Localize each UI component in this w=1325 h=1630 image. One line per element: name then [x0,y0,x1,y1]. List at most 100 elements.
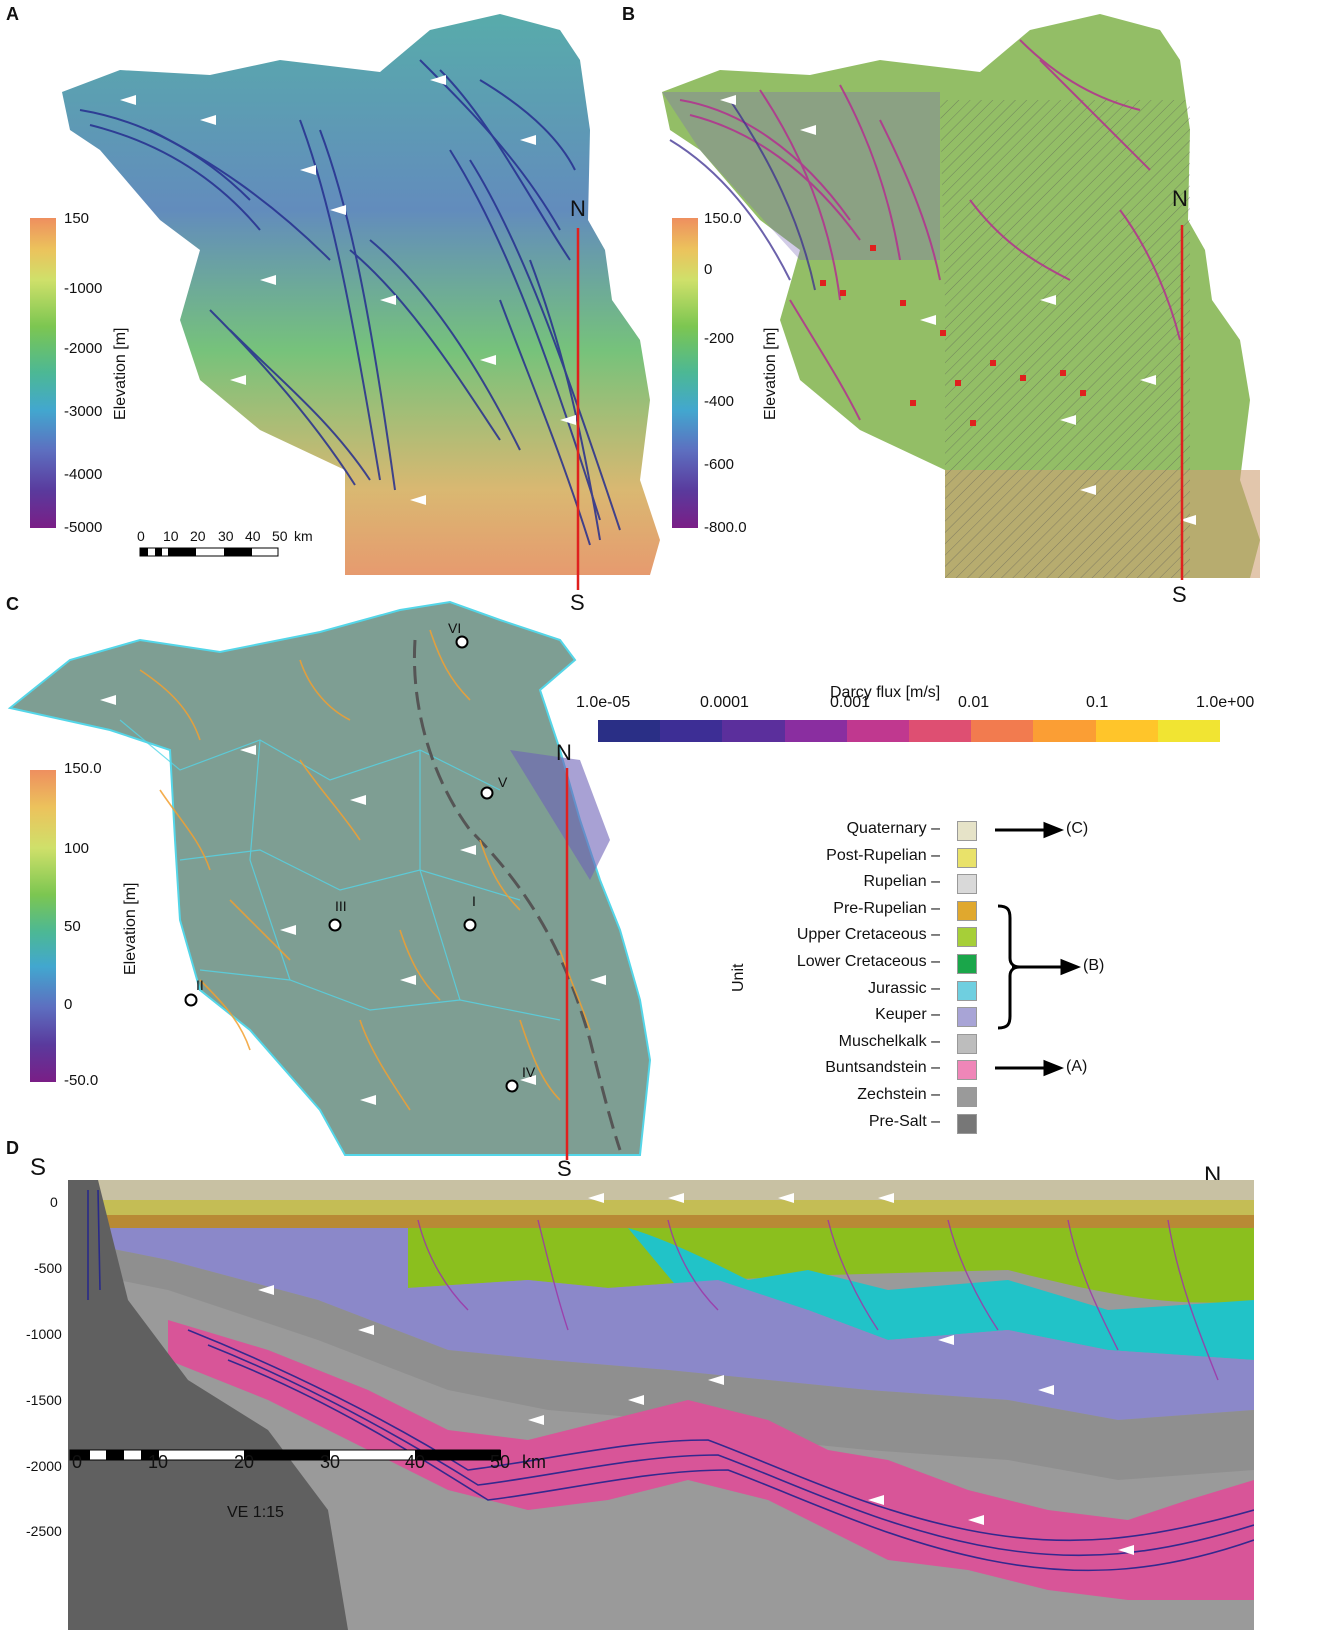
depth-tick: -500 [34,1260,63,1276]
darcy-colorbar-segment [1095,720,1158,742]
streamlines-deep [87,1189,1254,1572]
scale-d-tick: 20 [234,1452,255,1472]
layer-post-rupelian [68,1200,1254,1215]
site-label: IV [522,1064,536,1080]
scale-d-tick: 0 [72,1452,83,1472]
layer-upper-cretaceous [408,1228,1254,1303]
legend-arrows [995,821,1082,1077]
north-c: N [556,740,572,765]
cb-c-tick: 0 [64,996,73,1013]
darcy-title: Darcy flux [m/s] [830,684,941,701]
catchment-borders [119,719,561,1021]
cb-a-tick: -2000 [64,340,103,357]
layer-buntsandstein [168,1320,1254,1600]
layer-pre-rupelian [68,1215,1254,1228]
scale-a-tick: 50 [272,528,288,544]
streamlines-mid [417,1219,1219,1381]
layer-quaternary [68,1180,1254,1200]
colorbar-c-title: Elevation [m] [122,882,139,975]
legend-arrow-label: (A) [1066,1058,1088,1075]
scale-d-tick: 50 [490,1452,511,1472]
panel-d-label: D [6,1138,19,1158]
unit-legend-swatch [957,1113,977,1134]
layer-jurassic [628,1228,1254,1360]
site-label: I [472,893,476,909]
north-b: N [1172,186,1188,211]
cb-c-tick: 150.0 [64,760,102,777]
colorbar-a [30,218,56,528]
unit-legend-swatch [957,980,977,1001]
darcy-colorbar-segment [1033,720,1096,742]
region-shape [7,600,652,1156]
flow-arrows [120,75,576,505]
scale-a-tick: 10 [163,528,179,544]
legend-arrow-label: (B) [1083,957,1105,974]
scale-a-tick: 0 [137,528,145,544]
depth-tick: -2000 [26,1458,62,1474]
darcy-colorbar-segment [909,720,972,742]
scale-a-tick: 40 [245,528,261,544]
darcy-tick: 0.01 [958,694,990,711]
panel-c-map [7,600,652,1160]
cb-a-tick: -1000 [64,280,103,297]
darcy-tick: 0.1 [1086,694,1109,711]
scale-d-tick: 40 [405,1452,426,1472]
cb-a-tick: 150 [64,210,90,227]
cb-a-tick: -3000 [64,403,103,420]
streamlines [139,629,591,1111]
site-markers [184,635,519,1093]
region-shape [62,14,660,575]
cb-c-tick: 100 [64,840,90,857]
north-a: N [570,196,586,221]
scalebar-d [69,1449,501,1461]
unit-legend-swatch [957,954,977,974]
unit-legend-label: Pre-Salt – [868,1112,940,1130]
scale-d-unit: km [522,1452,546,1472]
depth-tick: -1500 [26,1392,62,1408]
panel-a-map [30,14,660,590]
darcy-colorbar-segment [1157,720,1221,742]
site-label: V [498,774,508,790]
unit-legend-label: Pre-Rupelian – [833,899,940,917]
depth-tick: -1000 [26,1326,62,1342]
layer-pre-salt [68,1180,348,1630]
cross-section [68,1180,1254,1630]
unit-legend-swatch [957,900,977,921]
colorbar-c [30,770,56,1082]
darcy-colorbar-segment [598,720,661,742]
flow-arrows [720,95,1196,525]
depth-tick: 0 [50,1194,58,1210]
streamlines [679,39,1181,421]
panel-c-label: C [6,594,19,614]
darcy-tick: 0.001 [830,694,871,711]
panel-a-label: A [6,4,19,24]
unit-legend-label: Jurassic – [867,979,940,997]
south-d: S [30,1154,47,1181]
unit-legend-label: Upper Cretaceous – [796,926,940,944]
scalebar-a [139,547,279,557]
scale-a-unit: km [294,528,313,544]
cb-b-tick: -800.0 [704,519,747,536]
site-label: III [335,898,347,914]
darcy-colorbar-segment [722,720,785,742]
cb-c-tick: 50 [64,918,81,935]
unit-legend-label: Rupelian – [863,873,941,891]
darcy-tick: 1.0e-05 [576,694,631,711]
cb-b-tick: -400 [704,393,735,410]
darcy-colorbar [598,720,1221,742]
unit-legend-swatch [957,927,977,948]
colorbar-b-title: Elevation [m] [762,327,779,420]
panel-b-label: B [622,4,635,24]
unit-legend-label: Keuper – [875,1006,940,1024]
south-c: S [557,1156,572,1181]
vertical-exaggeration: VE 1:15 [227,1504,284,1521]
layer-keuper [68,1228,1254,1420]
unit-legend-swatch [957,1060,977,1081]
darcy-colorbar-segment [784,720,847,742]
unit-legend-swatch [957,847,977,868]
cb-b-tick: 0 [704,261,713,278]
unit-legend-label: Post-Rupelian – [826,846,940,864]
well-markers [820,245,1086,426]
cb-a-tick: -4000 [64,466,103,483]
cb-b-tick: -200 [704,330,735,347]
